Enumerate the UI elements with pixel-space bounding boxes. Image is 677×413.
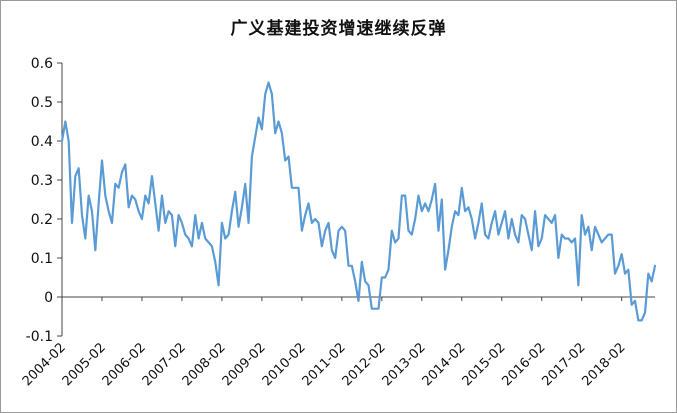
x-tick-label: 2009-02 <box>220 340 269 389</box>
x-tick-label: 2005-02 <box>60 340 109 389</box>
x-tick-label: 2013-02 <box>380 340 429 389</box>
y-axis: -0.1 0 0.1 0.2 0.3 0.4 0.5 0.6 <box>26 56 63 345</box>
x-tick-label: 2012-02 <box>340 340 389 389</box>
y-tick-label: 0.2 <box>31 212 53 228</box>
x-tick-label: 2014-02 <box>420 340 469 389</box>
x-tick-label: 2007-02 <box>140 340 189 389</box>
x-tick-label: 2008-02 <box>180 340 229 389</box>
x-tick-label: 2011-02 <box>300 340 349 389</box>
series-line <box>60 81 657 322</box>
x-tick-label: 2006-02 <box>100 340 149 389</box>
x-tick-label: 2004-02 <box>20 340 69 389</box>
x-tick-label: 2017-02 <box>540 340 589 389</box>
x-tick-label: 2016-02 <box>500 340 549 389</box>
y-tick-label: 0.4 <box>31 134 53 150</box>
x-tick-label: 2015-02 <box>460 340 509 389</box>
chart-title: 广义基建投资增速继续反弹 <box>230 19 447 39</box>
y-tick-label: 0.6 <box>31 56 53 72</box>
y-tick-label: -0.1 <box>26 329 53 345</box>
y-tick-label: 0.5 <box>31 95 53 111</box>
series-group <box>60 81 657 322</box>
x-tick-label: 2010-02 <box>260 340 309 389</box>
y-tick-label: 0.1 <box>31 251 53 267</box>
y-tick-label: 0.3 <box>31 173 53 189</box>
x-tick-label: 2018-02 <box>579 340 628 389</box>
x-axis: 2004-022005-022006-022007-022008-022009-… <box>20 296 655 389</box>
y-tick-label: 0 <box>44 290 53 306</box>
